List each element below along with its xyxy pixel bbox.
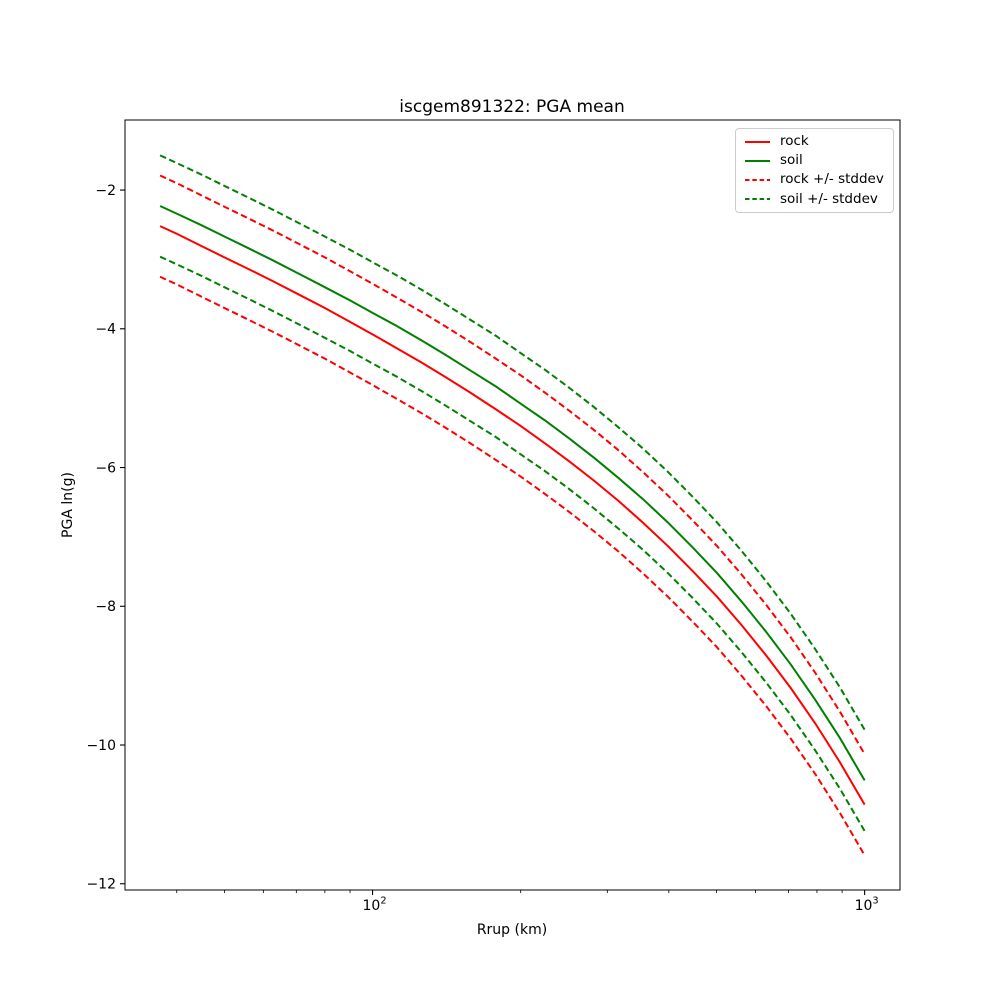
legend-line-sample-rock-stddev bbox=[745, 179, 770, 182]
chart-title: iscgem891322: PGA mean bbox=[399, 97, 624, 117]
legend-item-rock: rock bbox=[744, 132, 889, 149]
legend-label-soil: soil bbox=[780, 152, 803, 169]
y-tick-label: −8 bbox=[95, 599, 116, 615]
x-tick-label: 103 bbox=[855, 896, 879, 915]
legend-line-sample-rock bbox=[745, 140, 770, 143]
legend-item-soil: soil bbox=[744, 154, 889, 168]
legend-item-rock-stddev: rock +/- stddev bbox=[744, 173, 889, 187]
legend: rock soil rock +/- stddev soil +/- stddev bbox=[735, 128, 894, 213]
curve-soil bbox=[159, 205, 866, 781]
x-tick-label: 102 bbox=[363, 896, 387, 915]
legend-item-soil-stddev: soil +/- stddev bbox=[744, 190, 889, 207]
legend-line-sample-soil bbox=[745, 159, 770, 162]
y-tick-label: −12 bbox=[86, 877, 116, 893]
legend-label-soil-stddev: soil +/- stddev bbox=[780, 190, 878, 207]
legend-label-rock: rock bbox=[780, 132, 809, 149]
y-tick-label: −10 bbox=[86, 738, 116, 754]
curves-layer bbox=[159, 154, 866, 856]
x-axis-label: Rrup (km) bbox=[477, 922, 547, 938]
y-tick-label: −6 bbox=[95, 460, 116, 476]
curve-soil-stddev bbox=[159, 154, 866, 832]
legend-label-rock-stddev: rock +/- stddev bbox=[780, 171, 884, 188]
curve-rock bbox=[159, 225, 866, 806]
legend-line-sample-soil-stddev bbox=[745, 198, 770, 201]
axes-layer: −2 −4 −6 −8 −10 −12 102 103 bbox=[86, 119, 901, 915]
plot-border bbox=[124, 119, 901, 891]
curve-rock-stddev bbox=[159, 174, 866, 856]
y-tick-label: −4 bbox=[95, 322, 116, 338]
y-axis-label: PGA ln(g) bbox=[60, 472, 76, 538]
y-tick-label: −2 bbox=[95, 183, 116, 199]
